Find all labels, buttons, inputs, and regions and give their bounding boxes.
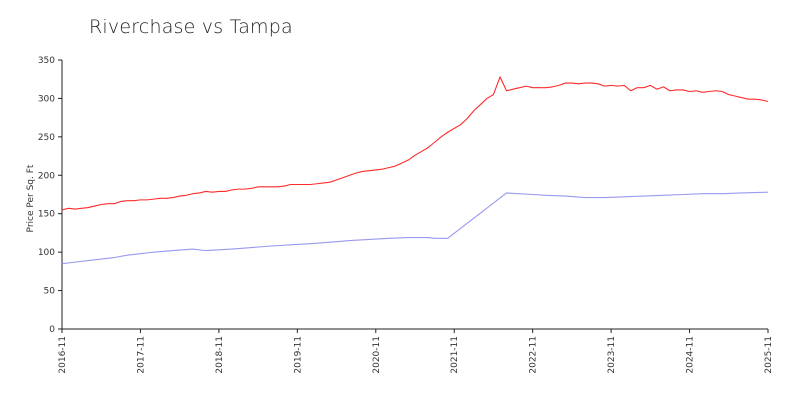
x-tick-label: 2023-11 xyxy=(607,336,617,374)
x-tick-label: 2020-11 xyxy=(372,336,382,374)
axes: 0 50 100 150 200 250 300 350 2016-11 2017-11 2018-… xyxy=(26,56,774,374)
chart-title: Riverchase vs Tampa xyxy=(89,16,293,38)
x-tick-label: 2016-11 xyxy=(58,336,68,374)
y-tick-label: 50 xyxy=(44,287,56,297)
x-tick-label: 2019-11 xyxy=(293,336,303,374)
x-tick-label: 2024-11 xyxy=(686,336,696,374)
x-tick-label: 2022-11 xyxy=(529,336,539,374)
y-tick-label: 250 xyxy=(38,133,55,143)
series-line-1 xyxy=(61,76,769,211)
x-tick-label: 2017-11 xyxy=(136,336,146,374)
x-tick-label: 2021-11 xyxy=(450,336,460,374)
series-layer xyxy=(61,76,769,265)
y-tick-label: 200 xyxy=(38,171,55,181)
y-tick-label: 100 xyxy=(38,248,55,258)
y-axis-title: Price Per Sq. Ft xyxy=(26,164,36,232)
x-tick-label: 2025-11 xyxy=(764,336,774,374)
series-line-2 xyxy=(61,191,769,265)
y-tick-label: 0 xyxy=(49,325,55,335)
y-tick-label: 300 xyxy=(38,94,55,104)
y-tick-label: 350 xyxy=(38,56,55,66)
x-tick-label: 2018-11 xyxy=(215,336,225,374)
y-tick-label: 150 xyxy=(38,210,55,220)
